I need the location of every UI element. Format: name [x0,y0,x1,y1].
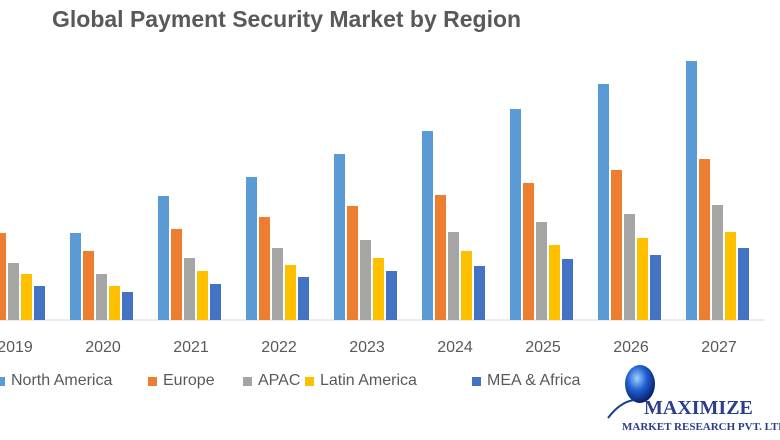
bar-latin-america-2023 [373,258,384,320]
globe-icon [625,365,655,403]
bar-mea-africa-2026 [650,255,661,320]
legend-item-mea-africa: MEA & Africa [472,372,580,390]
chart-title: Global Payment Security Market by Region [52,6,522,32]
x-tick-label: 2021 [173,339,209,356]
bar-latin-america-2020 [109,286,120,320]
bar-north-america-2023 [334,154,345,320]
bar-north-america-2027 [686,61,697,320]
bar-mea-africa-2022 [298,277,309,320]
bar-europe-2025 [523,183,534,320]
bar-mea-africa-2023 [386,271,397,320]
legend-item-north-america: North America [0,372,112,390]
legend-swatch [472,376,481,386]
x-tick-label: 2022 [261,339,297,356]
bar-europe-2020 [83,251,94,320]
bar-latin-america-2022 [285,265,296,320]
legend-item-apac: APAC [243,372,300,390]
x-tick-label: 2024 [437,339,473,356]
bar-europe-2021 [171,229,182,320]
bar-north-america-2024 [422,131,433,320]
bar-latin-america-2019 [21,274,32,320]
bar-mea-africa-2021 [210,284,221,320]
logo-sub: MARKET RESEARCH PVT. LTD. [622,421,780,433]
x-tick-label: 2020 [85,339,121,356]
bar-apac-2024 [448,232,459,320]
legend-label: MEA & Africa [487,372,581,389]
bar-north-america-2026 [598,84,609,320]
bar-latin-america-2026 [637,238,648,320]
bar-north-america-2020 [70,233,81,320]
bar-apac-2023 [360,240,371,320]
bar-apac-2019 [8,263,19,320]
legend-label: APAC [258,372,301,389]
bar-north-america-2025 [510,109,521,320]
bar-europe-2024 [435,195,446,320]
bar-mea-africa-2019 [34,286,45,320]
bar-mea-africa-2020 [122,292,133,320]
bar-europe-2022 [259,217,270,320]
x-tick-label: 2026 [613,339,649,356]
bar-north-america-2022 [246,177,257,320]
bar-apac-2026 [624,214,635,320]
logo-name: MAXIMIZE [644,397,753,419]
legend-swatch [148,376,157,386]
x-tick-label: 2019 [0,339,33,356]
legend-item-latin-america: Latin America [305,372,417,390]
bar-apac-2021 [184,258,195,320]
bar-europe-2023 [347,206,358,320]
x-tick-label: 2027 [701,339,737,356]
legend-item-europe: Europe [148,372,215,390]
bar-mea-africa-2024 [474,266,485,320]
legend-label: Europe [163,372,215,389]
bar-europe-2027 [699,159,710,320]
bar-apac-2027 [712,205,723,320]
legend-swatch [305,376,314,386]
maximize-logo: MAXIMIZE MARKET RESEARCH PVT. LTD. [607,365,780,433]
x-tick-label: 2023 [349,339,385,356]
bar-apac-2020 [96,274,107,320]
legend-swatch [243,376,252,386]
legend-label: Latin America [320,372,417,389]
legend-swatch [0,376,5,386]
x-tick-label: 2025 [525,339,561,356]
bar-latin-america-2021 [197,271,208,320]
bar-europe-2026 [611,170,622,320]
bar-apac-2025 [536,222,547,320]
bar-latin-america-2024 [461,251,472,320]
bar-north-america-2021 [158,196,169,320]
legend-label: North America [11,372,113,389]
bar-apac-2022 [272,248,283,320]
bar-europe-2019 [0,233,6,320]
bar-mea-africa-2027 [738,248,749,320]
bar-mea-africa-2025 [562,259,573,320]
bar-latin-america-2027 [725,232,736,320]
bar-latin-america-2025 [549,245,560,320]
